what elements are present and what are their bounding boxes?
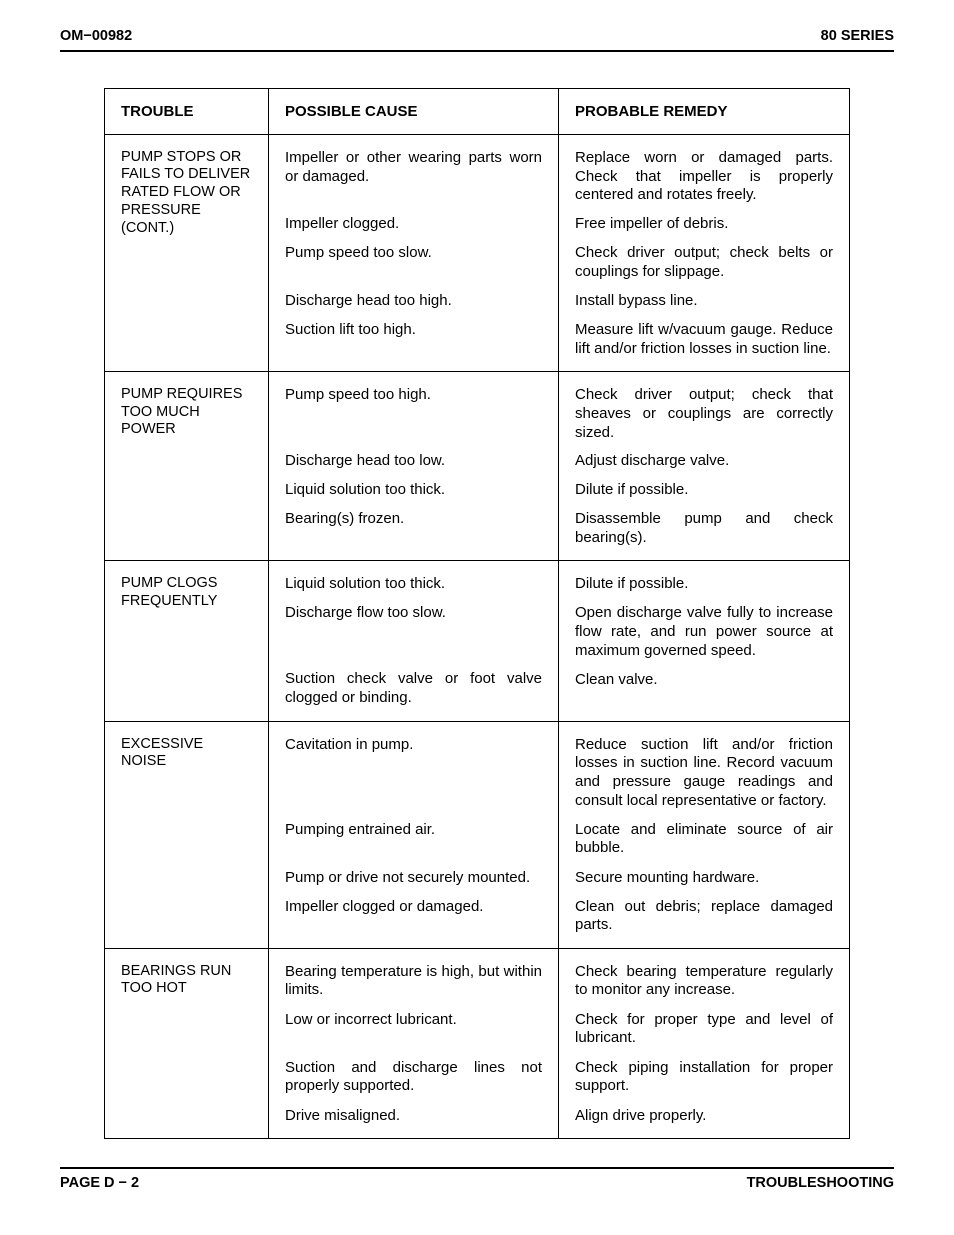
trouble-cell: EXCESSIVE NOISE bbox=[105, 721, 269, 948]
cause-text: Impeller clogged or damaged. bbox=[285, 898, 542, 936]
remedy-text: Dilute if possible. bbox=[575, 575, 833, 594]
remedy-text: Locate and eliminate source of air bubbl… bbox=[575, 821, 833, 859]
col-header-remedy: PROBABLE REMEDY bbox=[559, 89, 850, 135]
trouble-label: EXCESSIVE NOISE bbox=[121, 736, 252, 771]
cause-cell: Liquid solution too thick. Discharge flow… bbox=[269, 561, 559, 721]
remedy-text: Align drive properly. bbox=[575, 1107, 833, 1126]
cause-text: Suction and discharge lines not properly… bbox=[285, 1059, 542, 1097]
trouble-cell: PUMP CLOGS FRE­QUENTLY bbox=[105, 561, 269, 721]
trouble-label: BEARINGS RUN TOO HOT bbox=[121, 963, 252, 998]
cause-text: Liquid solution too thick. bbox=[285, 575, 542, 594]
remedy-text: Check for proper type and level of lubri… bbox=[575, 1011, 833, 1049]
cause-text: Suction check valve or foot valve clogge… bbox=[285, 670, 542, 708]
cause-text: Pump speed too slow. bbox=[285, 244, 542, 282]
remedy-text: Clean valve. bbox=[575, 671, 833, 709]
cause-text: Discharge flow too slow. bbox=[285, 604, 542, 660]
cause-text: Pump or drive not securely mounted. bbox=[285, 869, 542, 888]
cause-text: Discharge head too high. bbox=[285, 292, 542, 311]
trouble-cell: PUMP REQUIRES TOO MUCH POWER bbox=[105, 372, 269, 561]
cause-text: Pumping entrained air. bbox=[285, 821, 542, 859]
remedy-text: Dilute if possible. bbox=[575, 481, 833, 500]
page-header: OM−00982 80 SERIES bbox=[60, 28, 894, 52]
remedy-text: Adjust discharge valve. bbox=[575, 452, 833, 471]
table-row: PUMP CLOGS FRE­QUENTLY Liquid solution to… bbox=[105, 561, 850, 721]
remedy-cell: Replace worn or damaged parts. Check tha… bbox=[559, 134, 850, 371]
trouble-cell: BEARINGS RUN TOO HOT bbox=[105, 948, 269, 1138]
remedy-text: Measure lift w/vacuum gauge. Re­duce lif… bbox=[575, 321, 833, 359]
cause-text: Low or incorrect lubricant. bbox=[285, 1011, 542, 1049]
page: OM−00982 80 SERIES TROUBLE POSSIBLE CAUS… bbox=[0, 0, 954, 1235]
cause-text: Pump speed too high. bbox=[285, 386, 542, 442]
table-row: BEARINGS RUN TOO HOT Bearing temperature … bbox=[105, 948, 850, 1138]
col-header-cause: POSSIBLE CAUSE bbox=[269, 89, 559, 135]
trouble-label: PUMP STOPS OR FAILS TO DELIVER RATED FLO… bbox=[121, 149, 252, 237]
content: TROUBLE POSSIBLE CAUSE PROBABLE REMEDY P… bbox=[60, 88, 894, 1139]
remedy-cell: Reduce suction lift and/or friction loss… bbox=[559, 721, 850, 948]
remedy-cell: Dilute if possible. Open discharge valve … bbox=[559, 561, 850, 721]
remedy-text: Replace worn or damaged parts. Check tha… bbox=[575, 149, 833, 205]
remedy-text: Clean out debris; replace dam­aged parts… bbox=[575, 898, 833, 936]
cause-cell: Pump speed too high. Discharge head too l… bbox=[269, 372, 559, 561]
cause-cell: Bearing temperature is high, but within … bbox=[269, 948, 559, 1138]
cause-text: Suction lift too high. bbox=[285, 321, 542, 359]
remedy-text: Check driver output; check belts or coup… bbox=[575, 244, 833, 282]
remedy-text: Install bypass line. bbox=[575, 292, 833, 311]
cause-text: Cavitation in pump. bbox=[285, 736, 542, 811]
cause-text: Impeller clogged. bbox=[285, 215, 542, 234]
cause-text: Liquid solution too thick. bbox=[285, 481, 542, 500]
header-series: 80 SERIES bbox=[821, 28, 894, 44]
remedy-text: Check piping installation for proper sup… bbox=[575, 1059, 833, 1097]
cause-text: Discharge head too low. bbox=[285, 452, 542, 471]
table-row: PUMP REQUIRES TOO MUCH POWER Pump speed t… bbox=[105, 372, 850, 561]
footer-section: TROUBLESHOOTING bbox=[747, 1175, 894, 1191]
remedy-text: Open discharge valve fully to in­crease … bbox=[575, 604, 833, 660]
table-header-row: TROUBLE POSSIBLE CAUSE PROBABLE REMEDY bbox=[105, 89, 850, 135]
remedy-text: Reduce suction lift and/or friction loss… bbox=[575, 736, 833, 811]
page-footer: PAGE D − 2 TROUBLESHOOTING bbox=[60, 1167, 894, 1191]
remedy-text: Check bearing temperature regu­larly to … bbox=[575, 963, 833, 1001]
trouble-label: PUMP REQUIRES TOO MUCH POWER bbox=[121, 386, 252, 439]
header-doc-code: OM−00982 bbox=[60, 28, 132, 44]
troubleshooting-table: TROUBLE POSSIBLE CAUSE PROBABLE REMEDY P… bbox=[104, 88, 850, 1139]
remedy-text: Check driver output; check that sheaves … bbox=[575, 386, 833, 442]
footer-page-number: PAGE D − 2 bbox=[60, 1175, 139, 1191]
col-header-trouble: TROUBLE bbox=[105, 89, 269, 135]
cause-text: Impeller or other wearing parts worn or … bbox=[285, 149, 542, 205]
cause-text: Bearing temperature is high, but within … bbox=[285, 963, 542, 1001]
cause-text: Drive misaligned. bbox=[285, 1107, 542, 1126]
table-row: EXCESSIVE NOISE Cavitation in pump. Pumpin… bbox=[105, 721, 850, 948]
remedy-cell: Check driver output; check that sheaves … bbox=[559, 372, 850, 561]
table-row: PUMP STOPS OR FAILS TO DELIVER RATED FLO… bbox=[105, 134, 850, 371]
trouble-label: PUMP CLOGS FRE­QUENTLY bbox=[121, 575, 252, 610]
remedy-text: Disassemble pump and check bearing(s). bbox=[575, 510, 833, 548]
cause-text: Bearing(s) frozen. bbox=[285, 510, 542, 548]
remedy-text: Free impeller of debris. bbox=[575, 215, 833, 234]
remedy-text: Secure mounting hardware. bbox=[575, 869, 833, 888]
remedy-cell: Check bearing temperature regu­larly to … bbox=[559, 948, 850, 1138]
trouble-cell: PUMP STOPS OR FAILS TO DELIVER RATED FLO… bbox=[105, 134, 269, 371]
cause-cell: Impeller or other wearing parts worn or … bbox=[269, 134, 559, 371]
cause-cell: Cavitation in pump. Pumping entrained air… bbox=[269, 721, 559, 948]
